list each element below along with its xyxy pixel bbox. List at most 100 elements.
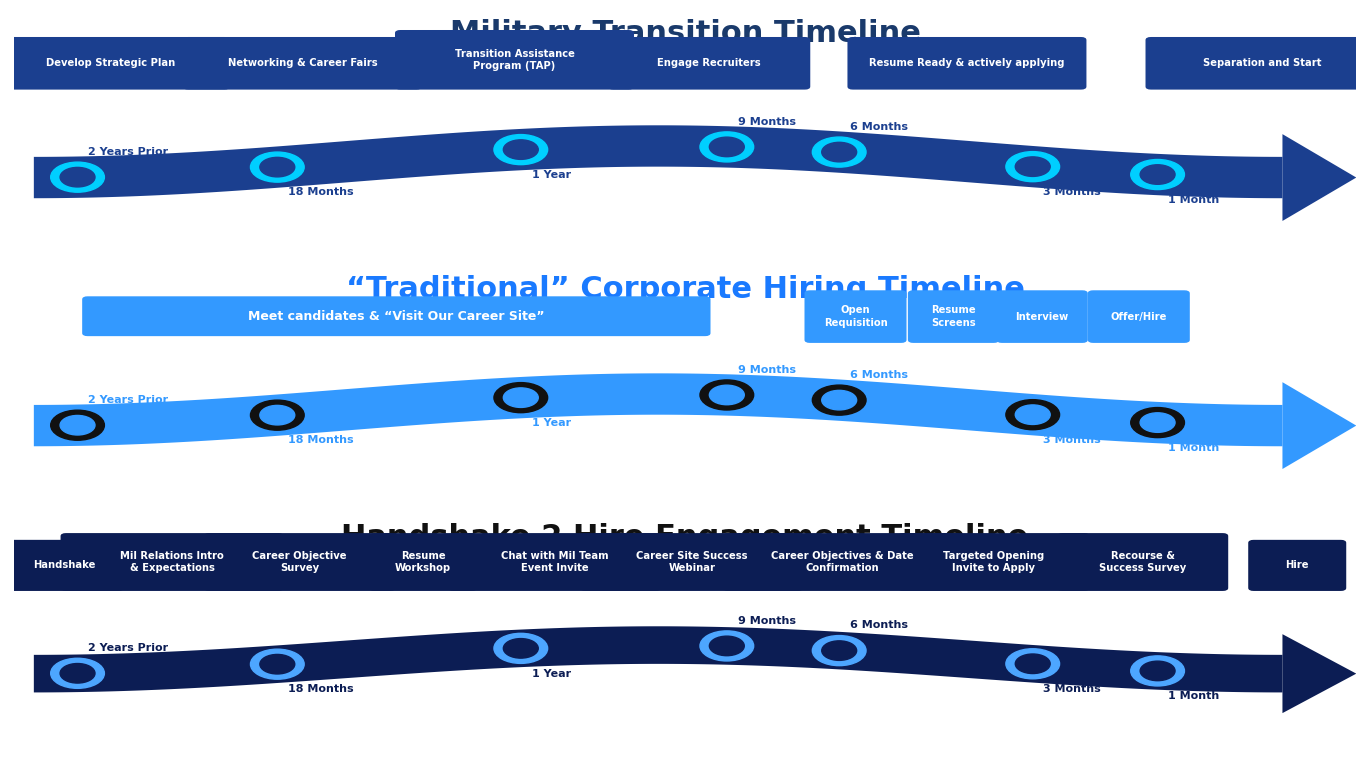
Circle shape	[1015, 405, 1051, 424]
Circle shape	[812, 385, 866, 415]
FancyBboxPatch shape	[5, 540, 123, 591]
Text: 9 Months: 9 Months	[737, 364, 796, 374]
Text: Meet candidates & “Visit Our Career Site”: Meet candidates & “Visit Our Career Site…	[248, 310, 545, 323]
FancyBboxPatch shape	[82, 296, 711, 336]
Circle shape	[260, 157, 295, 177]
Text: 3 Months: 3 Months	[1044, 187, 1101, 197]
Polygon shape	[34, 374, 1282, 446]
Text: 1 Year: 1 Year	[532, 170, 571, 180]
FancyBboxPatch shape	[370, 533, 477, 591]
Circle shape	[700, 631, 754, 661]
Text: 1 Month: 1 Month	[1169, 195, 1219, 205]
Circle shape	[1140, 413, 1175, 433]
Circle shape	[1130, 160, 1185, 189]
Circle shape	[700, 380, 754, 410]
FancyBboxPatch shape	[1248, 540, 1347, 591]
Circle shape	[1140, 165, 1175, 184]
Circle shape	[1006, 400, 1059, 430]
Circle shape	[503, 140, 538, 160]
Circle shape	[1015, 157, 1051, 176]
FancyBboxPatch shape	[60, 533, 284, 591]
Circle shape	[251, 400, 304, 430]
FancyBboxPatch shape	[580, 533, 803, 591]
FancyBboxPatch shape	[448, 533, 662, 591]
Circle shape	[60, 663, 95, 683]
Polygon shape	[1282, 634, 1356, 713]
Circle shape	[1130, 656, 1185, 686]
Text: 18 Months: 18 Months	[288, 436, 353, 446]
Text: 2 Years Prior: 2 Years Prior	[88, 146, 169, 157]
FancyBboxPatch shape	[204, 533, 396, 591]
Text: Engage Recruiters: Engage Recruiters	[658, 58, 760, 68]
FancyBboxPatch shape	[395, 30, 634, 90]
Text: 9 Months: 9 Months	[737, 616, 796, 626]
Circle shape	[251, 649, 304, 680]
Text: 2 Years Prior: 2 Years Prior	[88, 643, 169, 653]
Text: 6 Months: 6 Months	[849, 370, 908, 380]
FancyBboxPatch shape	[804, 290, 907, 343]
Text: 1 Month: 1 Month	[1169, 443, 1219, 453]
Text: 6 Months: 6 Months	[849, 122, 908, 132]
FancyBboxPatch shape	[722, 533, 962, 591]
Circle shape	[495, 634, 548, 663]
Circle shape	[51, 658, 104, 688]
Text: Targeted Opening
Invite to Apply: Targeted Opening Invite to Apply	[943, 551, 1044, 573]
Text: Handshake: Handshake	[33, 561, 96, 571]
Circle shape	[822, 390, 856, 410]
Text: Career Site Success
Webinar: Career Site Success Webinar	[636, 551, 748, 573]
Text: 9 Months: 9 Months	[737, 117, 796, 127]
Text: Offer/Hire: Offer/Hire	[1111, 311, 1167, 321]
Circle shape	[1015, 654, 1051, 673]
Circle shape	[1140, 661, 1175, 680]
Circle shape	[700, 132, 754, 162]
Circle shape	[812, 636, 866, 666]
Circle shape	[822, 641, 856, 660]
FancyBboxPatch shape	[996, 290, 1088, 343]
Circle shape	[1130, 407, 1185, 438]
Circle shape	[1006, 649, 1059, 679]
Circle shape	[260, 654, 295, 674]
Circle shape	[710, 385, 744, 405]
Circle shape	[60, 416, 95, 435]
Polygon shape	[1282, 134, 1356, 221]
Text: Separation and Start: Separation and Start	[1203, 58, 1322, 68]
Text: Mil Relations Intro
& Expectations: Mil Relations Intro & Expectations	[121, 551, 225, 573]
Circle shape	[260, 406, 295, 425]
FancyBboxPatch shape	[182, 37, 422, 90]
Circle shape	[503, 388, 538, 407]
Polygon shape	[34, 627, 1282, 693]
Text: Open
Requisition: Open Requisition	[823, 305, 888, 328]
Text: Career Objectives & Date
Confirmation: Career Objectives & Date Confirmation	[771, 551, 914, 573]
Text: Career Objective
Survey: Career Objective Survey	[252, 551, 347, 573]
Text: 1 Year: 1 Year	[532, 669, 571, 679]
Circle shape	[51, 162, 104, 193]
Polygon shape	[1282, 382, 1356, 469]
FancyBboxPatch shape	[608, 37, 810, 90]
Text: Develop Strategic Plan: Develop Strategic Plan	[45, 58, 175, 68]
Text: Military Transition Timeline: Military Transition Timeline	[449, 19, 921, 48]
Circle shape	[812, 137, 866, 167]
Text: Resume
Screens: Resume Screens	[932, 305, 975, 328]
Text: 1 Month: 1 Month	[1169, 691, 1219, 701]
Text: Transition Assistance
Program (TAP): Transition Assistance Program (TAP)	[455, 48, 574, 71]
FancyBboxPatch shape	[1145, 37, 1370, 90]
FancyBboxPatch shape	[0, 37, 230, 90]
Circle shape	[251, 152, 304, 182]
Text: “Traditional” Corporate Hiring Timeline: “Traditional” Corporate Hiring Timeline	[345, 275, 1025, 304]
Text: 2 Years Prior: 2 Years Prior	[88, 395, 169, 405]
Circle shape	[710, 636, 744, 656]
Polygon shape	[34, 125, 1282, 198]
Text: Interview: Interview	[1015, 311, 1069, 321]
Text: Recourse &
Success Survey: Recourse & Success Survey	[1099, 551, 1186, 573]
Text: Networking & Career Fairs: Networking & Career Fairs	[227, 58, 377, 68]
Text: 18 Months: 18 Months	[288, 684, 353, 694]
FancyBboxPatch shape	[1088, 290, 1189, 343]
Text: 18 Months: 18 Months	[288, 187, 353, 197]
Text: Chat with Mil Team
Event Invite: Chat with Mil Team Event Invite	[501, 551, 608, 573]
Circle shape	[1006, 152, 1059, 182]
FancyBboxPatch shape	[848, 37, 1086, 90]
Text: 3 Months: 3 Months	[1044, 684, 1101, 694]
Text: Hire: Hire	[1285, 561, 1308, 571]
FancyBboxPatch shape	[897, 533, 1089, 591]
Text: Resume Ready & actively applying: Resume Ready & actively applying	[869, 58, 1064, 68]
